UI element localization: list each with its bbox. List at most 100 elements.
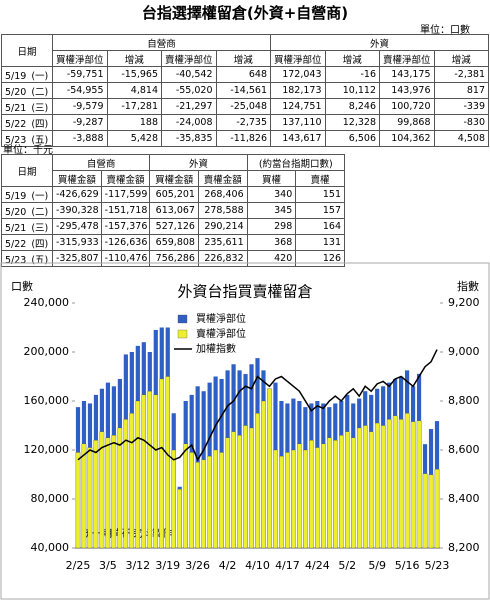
- data-cell: 268,406: [197, 186, 248, 203]
- date: 5/23: [5, 134, 27, 146]
- data-cell: 4,814: [106, 82, 162, 99]
- y2-tick-label: 8,800: [448, 394, 480, 407]
- group-header: 外資: [270, 34, 489, 51]
- data-cell: 99,868: [379, 114, 435, 131]
- column-header: 增減: [215, 50, 271, 67]
- x-tick-label: 5/16: [395, 559, 420, 572]
- data-cell: 188: [106, 114, 162, 131]
- data-cell: -16: [324, 66, 380, 83]
- data-cell: 100,720: [379, 98, 435, 115]
- weekday: (三): [31, 102, 49, 114]
- weekday: (五): [31, 254, 49, 266]
- bar: [255, 413, 260, 549]
- bar: [87, 447, 93, 549]
- bar: [416, 420, 422, 549]
- weekday: (三): [31, 222, 49, 234]
- data-cell: -40,542: [161, 66, 217, 83]
- data-cell: 648: [215, 66, 271, 83]
- bar: [225, 437, 230, 549]
- data-cell: 12,328: [324, 114, 380, 131]
- weekday: (四): [31, 238, 49, 250]
- data-row: 5/20 (二) -390,328 -151,718 613,067 278,588 345…: [1, 202, 345, 219]
- data-cell: -2,381: [433, 66, 489, 83]
- data-cell: 527,126: [149, 218, 199, 235]
- legend-swatch: [177, 314, 188, 324]
- header-row: 日期 自營商 外資 (約當台指期口數): [1, 154, 346, 187]
- x-tick-label: 3/12: [125, 559, 150, 572]
- weekday: (一): [31, 70, 49, 82]
- data-row: 5/21 (三) -9,579 -17,281 -21,297 -25,048 124,75…: [1, 98, 489, 115]
- data-cell: 104,362: [379, 130, 435, 147]
- weekday: (二): [31, 206, 49, 218]
- bar: [297, 443, 302, 549]
- weekday: (二): [31, 86, 49, 98]
- bar: [404, 413, 410, 549]
- bar: [81, 443, 87, 549]
- data-cell: 124,751: [270, 98, 326, 115]
- column-header: 賣權淨部位: [379, 50, 435, 67]
- column-header: 賣權金額: [100, 170, 151, 187]
- date: 5/21: [5, 222, 27, 234]
- date: 5/23: [5, 254, 27, 266]
- bar: [398, 419, 404, 549]
- bar: [315, 447, 320, 549]
- bar: [273, 449, 278, 549]
- x-tick-label: 3/26: [185, 559, 210, 572]
- bar: [309, 440, 314, 549]
- header-cell: 日期: [1, 34, 53, 67]
- bar: [410, 421, 416, 549]
- amount-table: 日期 自營商 外資 (約當台指期口數) 買權金額 賣權金額 買權金額 賣權金額 買權 賣權 5/19…: [1, 154, 346, 267]
- header-row: 日期 自營商 外資: [1, 34, 489, 67]
- bar: [153, 394, 159, 549]
- data-row: 5/20 (二) -54,955 4,814 -55,020 -14,561 182,173…: [1, 82, 489, 99]
- column-header: 買權淨部位: [52, 50, 108, 67]
- data-cell: -390,328: [52, 202, 102, 219]
- y2-tick-label: 9,000: [448, 345, 480, 358]
- data-cell: 143,617: [270, 130, 326, 147]
- data-cell: 164: [295, 218, 345, 235]
- bar: [249, 427, 254, 549]
- data-cell: 137,110: [270, 114, 326, 131]
- bar: [93, 440, 99, 549]
- data-row: 5/23 (五) -3,888 5,428 -35,835 -11,826 143,617 6…: [1, 130, 489, 147]
- bar: [99, 431, 105, 549]
- data-cell: -24,008: [161, 114, 217, 131]
- group-header: (約當台指期口數): [246, 154, 346, 171]
- bar: [374, 422, 380, 549]
- bar: [159, 378, 165, 549]
- position-table: 日期 自營商 外資 買權淨部位 增減 賣權淨部位 增減 買權淨部位 增減 賣權淨部位 增減 5/19(…: [1, 34, 489, 147]
- column-header: 買權: [246, 170, 297, 187]
- column-header: 增減: [106, 50, 162, 67]
- y-axis-label: 口數: [11, 280, 33, 293]
- y2-tick-label: 9,200: [448, 296, 480, 309]
- data-cell: 345: [246, 202, 297, 219]
- data-row: 5/21 (三) -295,478 -157,376 527,126 290,214 298…: [1, 218, 345, 235]
- x-tick-label: 4/24: [305, 559, 330, 572]
- date: 5/19: [5, 70, 27, 82]
- weekday: (五): [31, 134, 49, 146]
- data-cell: -14,561: [215, 82, 271, 99]
- bar: [201, 459, 206, 549]
- data-cell: -117,599: [100, 186, 151, 203]
- legend-label: 加權指數: [196, 342, 236, 355]
- bar: [327, 437, 332, 549]
- y-tick-label: 240,000: [24, 296, 70, 309]
- data-cell: -54,955: [52, 82, 108, 99]
- line: [77, 349, 438, 462]
- data-cell: 6,506: [324, 130, 380, 147]
- data-cell: 613,067: [149, 202, 199, 219]
- data-cell: 8,246: [324, 98, 380, 115]
- bar: [231, 431, 236, 549]
- bar: [392, 415, 398, 549]
- bar: [279, 455, 284, 549]
- date: 5/19: [5, 190, 27, 202]
- column-header: 賣權淨部位: [161, 50, 217, 67]
- bar: [171, 449, 176, 549]
- date-cell: 5/23 (五): [1, 130, 53, 147]
- data-cell: -15,965: [106, 66, 162, 83]
- bar: [195, 462, 200, 549]
- date-cell: 5/21 (三): [1, 218, 53, 235]
- bar: [428, 474, 434, 549]
- data-cell: 340: [246, 186, 297, 203]
